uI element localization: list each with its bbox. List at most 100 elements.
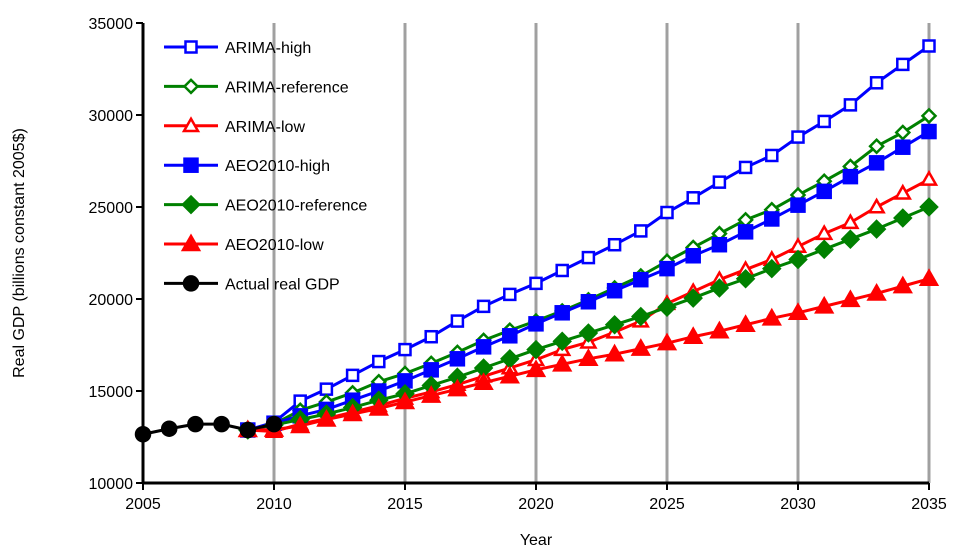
data-point-aeo2010-high: [711, 236, 728, 253]
data-point-aeo2010-high: [790, 197, 806, 213]
data-point-arima-high: [738, 160, 753, 175]
data-point-arima-low: [893, 183, 912, 200]
data-point-aeo2010-reference: [762, 258, 782, 279]
data-point-aeo2010-low: [892, 275, 913, 294]
x-tick-label: 2025: [649, 496, 685, 513]
data-point-arima-high: [345, 368, 360, 383]
legend: ARIMA-high ARIMA-reference ARIMA-low AEO201…: [164, 40, 367, 293]
data-point-aeo2010-reference: [893, 208, 913, 228]
data-point-arima-high: [529, 276, 543, 291]
data-point-aeo2010-high: [554, 305, 570, 321]
data-point-aeo2010-high: [633, 271, 649, 288]
data-point-arima-low: [815, 224, 834, 241]
data-point-arima-high: [555, 263, 569, 278]
data-point-arima-high: [791, 130, 805, 144]
data-point-aeo2010-high: [528, 316, 544, 332]
legend-label: Actual real GDP: [225, 276, 340, 293]
data-point-arima-high: [424, 329, 438, 344]
legend-label: AEO2010-high: [225, 158, 330, 175]
data-point-aeo2010-high: [816, 183, 832, 200]
data-point-arima-high: [634, 224, 648, 238]
legend-label: ARIMA-reference: [225, 79, 349, 96]
data-point-aeo2010-low: [525, 359, 547, 378]
data-point-aeo2010-low: [552, 353, 573, 372]
data-point-aeo2010-reference: [578, 323, 599, 343]
data-point-aeo2010-high: [921, 123, 937, 140]
data-point-aeo2010-reference: [657, 297, 677, 318]
data-point-arima-high: [398, 342, 412, 357]
data-point-aeo2010-low: [342, 403, 363, 422]
x-tick-label: 2020: [518, 496, 554, 513]
data-point-aeo2010-low: [290, 415, 311, 434]
data-point-arima-high: [843, 98, 858, 112]
data-point-arima-high: [686, 191, 700, 205]
y-tick-label: 30000: [89, 108, 134, 125]
legend-item-arima-high: ARIMA-high: [164, 40, 311, 57]
y-tick-label: 25000: [89, 200, 134, 217]
data-point-aeo2010-low: [840, 289, 861, 308]
x-tick-label: 2035: [911, 496, 947, 513]
legend-item-aeo2010-high: AEO2010-high: [164, 157, 330, 175]
data-point-aeo2010-reference: [683, 288, 703, 308]
data-point-aeo2010-low: [578, 348, 599, 367]
data-point-arima-high: [319, 382, 334, 396]
x-tick-labels: 2005 2010 2015 2020 2025 2030 2035: [125, 496, 947, 513]
data-point-aeo2010-low: [421, 385, 442, 403]
data-point-arima-high: [450, 314, 465, 328]
legend-label: ARIMA-high: [225, 40, 311, 57]
data-point-arima-reference: [868, 138, 885, 155]
series-line-arima-reference: [247, 114, 930, 432]
data-point-aeo2010-low: [866, 282, 887, 301]
data-point-aeo2010-low: [918, 268, 940, 287]
legend-marker: [183, 157, 199, 173]
data-point-aeo2010-high: [737, 224, 754, 240]
data-point-arima-low: [841, 213, 860, 230]
data-point-aeo2010-reference: [840, 229, 861, 249]
data-point-arima-low: [919, 169, 939, 186]
data-point-arima-high: [869, 76, 884, 90]
legend-item-actual-real-gdp: Actual real GDP: [164, 275, 340, 293]
x-axis-title: Year: [520, 532, 553, 549]
data-point-aeo2010-high: [423, 362, 439, 378]
data-point-aeo2010-low: [447, 378, 468, 397]
y-tick-labels: 10000 15000 20000 25000 30000 35000: [89, 16, 134, 493]
data-point-actual-real-gdp: [265, 415, 283, 433]
y-tick-label: 35000: [89, 16, 134, 33]
data-point-aeo2010-reference: [552, 331, 572, 352]
series-layer: [134, 39, 940, 443]
series-arima-reference: [239, 107, 938, 439]
series-arima-high: [241, 39, 936, 437]
data-point-aeo2010-low: [499, 365, 520, 384]
data-point-actual-real-gdp: [187, 415, 204, 433]
y-axis-title: Real GDP (billions constant 2005$): [11, 128, 28, 378]
legend-marker: [180, 233, 202, 252]
data-point-arima-high: [372, 354, 386, 369]
data-point-arima-reference: [920, 107, 938, 125]
data-point-aeo2010-reference: [866, 219, 887, 239]
data-point-aeo2010-low: [316, 409, 337, 427]
data-point-aeo2010-high: [606, 282, 623, 299]
data-point-aeo2010-low: [604, 343, 625, 362]
data-point-arima-high: [581, 250, 596, 265]
x-tick-label: 2010: [256, 496, 292, 513]
data-point-aeo2010-reference: [814, 239, 834, 260]
y-tick-label: 10000: [89, 476, 134, 493]
data-point-aeo2010-high: [895, 139, 911, 155]
data-point-aeo2010-high: [842, 168, 859, 185]
data-point-arima-high: [660, 205, 674, 220]
data-point-aeo2010-low: [787, 302, 809, 321]
data-point-aeo2010-reference: [526, 339, 546, 360]
data-point-aeo2010-low: [761, 307, 782, 326]
legend-marker: [182, 275, 200, 292]
data-point-aeo2010-high: [764, 211, 780, 227]
y-tick-label: 15000: [89, 384, 134, 401]
data-point-aeo2010-high: [475, 339, 492, 355]
legend-item-arima-reference: ARIMA-reference: [164, 78, 349, 96]
data-point-aeo2010-high: [659, 260, 675, 277]
data-point-arima-high: [896, 57, 910, 72]
legend-marker: [181, 116, 201, 133]
data-point-actual-real-gdp: [239, 421, 257, 439]
legend-label: AEO2010-reference: [225, 198, 367, 215]
axes: [136, 22, 930, 490]
